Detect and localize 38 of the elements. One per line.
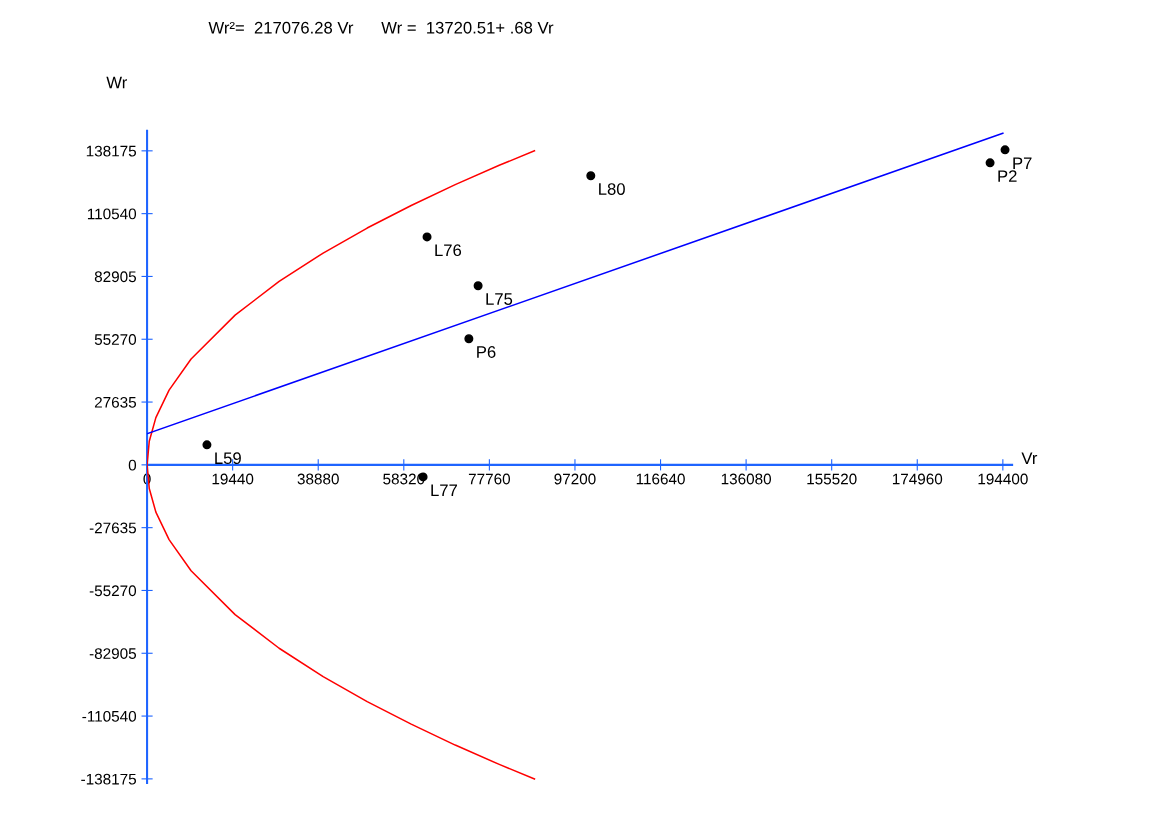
y-axis-title: Wr — [106, 76, 128, 89]
y-tick-label: -110540 — [82, 710, 137, 722]
x-tick-label: 116640 — [636, 473, 685, 485]
y-tick-label: 138175 — [86, 145, 137, 157]
annotation: P6 — [477, 346, 496, 358]
y-tick-label: 0 — [128, 459, 137, 471]
y-tick-label: -138175 — [81, 773, 137, 785]
annotation: L75 — [486, 293, 513, 305]
y-tick-label: 27635 — [94, 396, 137, 408]
point — [586, 171, 596, 181]
point — [473, 281, 483, 291]
annotation: L80 — [599, 183, 625, 195]
x-tick-label: 136080 — [721, 473, 772, 485]
x-tick-label: 194400 — [978, 473, 1028, 485]
x-tick-label: 97200 — [554, 473, 596, 485]
x-tick-label: 38880 — [297, 473, 339, 485]
point — [202, 440, 212, 450]
x-tick-label: 174960 — [892, 473, 943, 485]
annotation: P7 — [1013, 157, 1032, 169]
annotation: L59 — [215, 452, 241, 465]
y-tick-label: -55270 — [89, 585, 137, 597]
y-tick-label: -82905 — [89, 648, 137, 659]
point — [985, 158, 995, 168]
x-tick-label: 19440 — [212, 473, 254, 485]
y-tick-label: 82905 — [94, 271, 137, 283]
point — [1000, 145, 1010, 155]
annotation: P2 — [998, 170, 1017, 182]
y-tick-label: 55270 — [94, 334, 137, 345]
y-tick-label: 110540 — [87, 208, 137, 220]
x-tick-label: 155520 — [807, 473, 857, 485]
annotation: L77 — [431, 484, 457, 496]
y-tick-label: -27635 — [89, 522, 137, 534]
annotation: L76 — [435, 244, 462, 257]
x-axis-title: Vr — [1021, 452, 1038, 464]
point — [422, 232, 432, 242]
text: Wr²= 217076.28 Vr Wr = 13720.51+ .68 Vr — [208, 21, 554, 34]
point — [464, 334, 474, 344]
x-tick-label: 77760 — [468, 473, 511, 485]
